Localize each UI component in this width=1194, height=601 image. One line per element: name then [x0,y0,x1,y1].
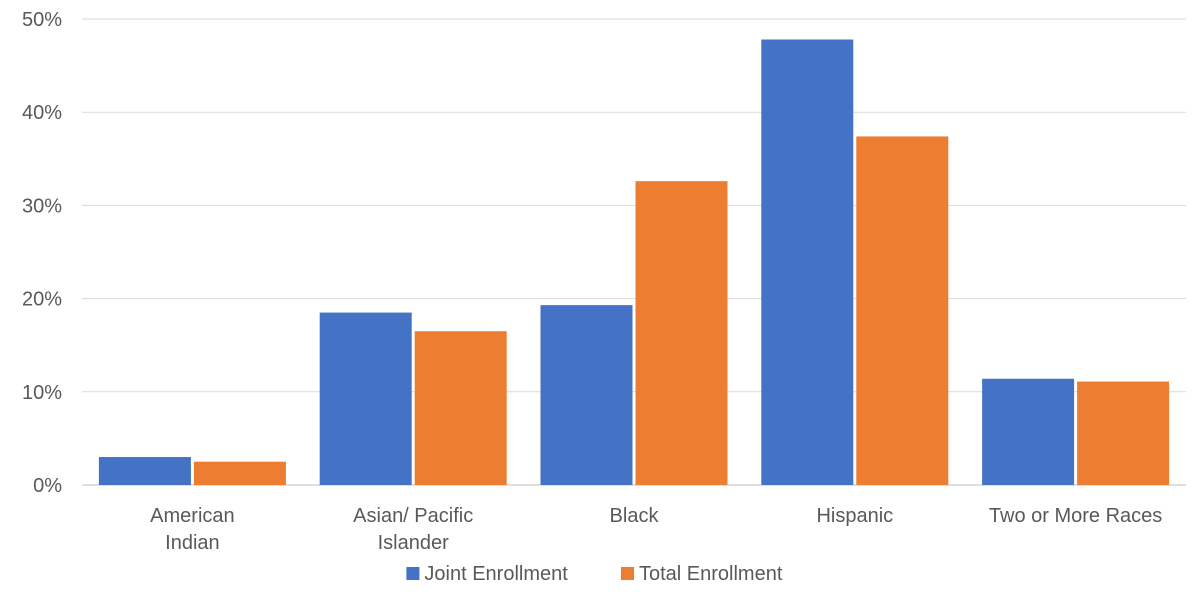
legend-label: Joint Enrollment [424,563,568,585]
x-category-label: Hispanic [816,505,893,527]
y-tick-label: 30% [22,195,62,217]
x-axis-category-labels: American Indian Asian/ Pacific Islander Blac… [150,505,1162,554]
x-category-label: Asian/ Pacific [353,505,473,527]
bar-joint-enrollment [319,312,412,485]
y-tick-label: 0% [33,475,62,497]
bar-joint-enrollment [540,305,633,485]
y-tick-label: 40% [22,102,62,124]
y-axis-tick-labels: 0% 10% 20% 30% 40% 50% [22,9,62,497]
bar-total-enrollment [1077,381,1170,485]
bar-total-enrollment [414,331,507,485]
bar-joint-enrollment [982,378,1075,485]
x-category-label: Two or More Races [989,505,1162,527]
legend-label: Total Enrollment [639,563,783,585]
bar-total-enrollment [193,461,286,485]
legend: Joint Enrollment Total Enrollment [406,563,783,585]
legend-swatch [621,567,634,580]
bar-total-enrollment [856,136,949,485]
y-tick-label: 10% [22,382,62,404]
bar-joint-enrollment [761,39,854,486]
bar-total-enrollment [635,181,728,485]
legend-swatch [406,567,420,580]
x-category-label: Indian [165,532,220,554]
bar-joint-enrollment [98,457,191,485]
x-category-label: American [150,505,234,527]
y-tick-label: 20% [22,289,62,311]
x-category-label: Black [610,505,660,527]
bars [98,39,1170,486]
x-category-label: Islander [378,532,449,554]
y-tick-label: 50% [22,9,62,31]
